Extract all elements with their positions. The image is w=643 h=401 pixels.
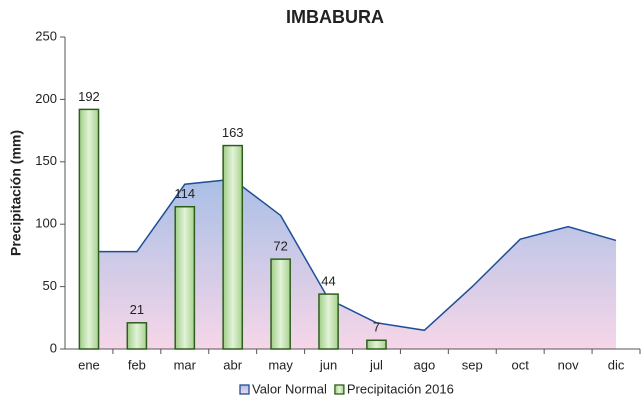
x-tick-label: oct	[512, 357, 530, 372]
bar	[126, 322, 148, 350]
x-tick-label: dic	[608, 357, 625, 372]
area	[88, 179, 617, 349]
line	[88, 178, 617, 332]
data-label: 192	[78, 89, 100, 104]
bar	[78, 108, 100, 350]
x-tick-label: jun	[319, 357, 337, 372]
y-tick-label: 250	[35, 28, 57, 43]
bar	[270, 258, 291, 350]
x-tick-label: abr	[223, 357, 242, 372]
data-label: 21	[130, 302, 144, 317]
legend-swatch	[239, 384, 250, 395]
data-label: 72	[273, 239, 287, 254]
data-label: 163	[222, 125, 244, 140]
x-tick-label: may	[268, 357, 293, 372]
chart-title: IMBABURA	[286, 7, 384, 27]
x-tick-label: feb	[128, 357, 146, 372]
legend-label: Precipitación 2016	[347, 381, 454, 396]
x-tick-label: mar	[174, 357, 197, 372]
x-tick-label: nov	[558, 357, 579, 372]
data-label: 44	[321, 274, 335, 289]
y-tick-label: 0	[50, 340, 57, 355]
legend-swatch	[334, 384, 345, 395]
bar	[174, 205, 196, 350]
bar	[318, 293, 339, 350]
data-label: 114	[174, 186, 195, 201]
bar	[366, 339, 387, 350]
legend-label: Valor Normal	[252, 381, 327, 396]
bar	[222, 144, 244, 350]
x-tick-label: sep	[462, 357, 483, 372]
x-tick-label: jul	[369, 357, 383, 372]
x-tick-label: ene	[78, 357, 100, 372]
data-label: 7	[373, 320, 380, 335]
y-tick-label: 50	[43, 278, 57, 293]
y-tick-label: 150	[35, 153, 57, 168]
y-axis-title: Precipitación (mm)	[8, 130, 24, 256]
y-tick-label: 100	[35, 216, 57, 231]
x-tick-label: ago	[414, 357, 436, 372]
y-tick-label: 200	[35, 91, 57, 106]
